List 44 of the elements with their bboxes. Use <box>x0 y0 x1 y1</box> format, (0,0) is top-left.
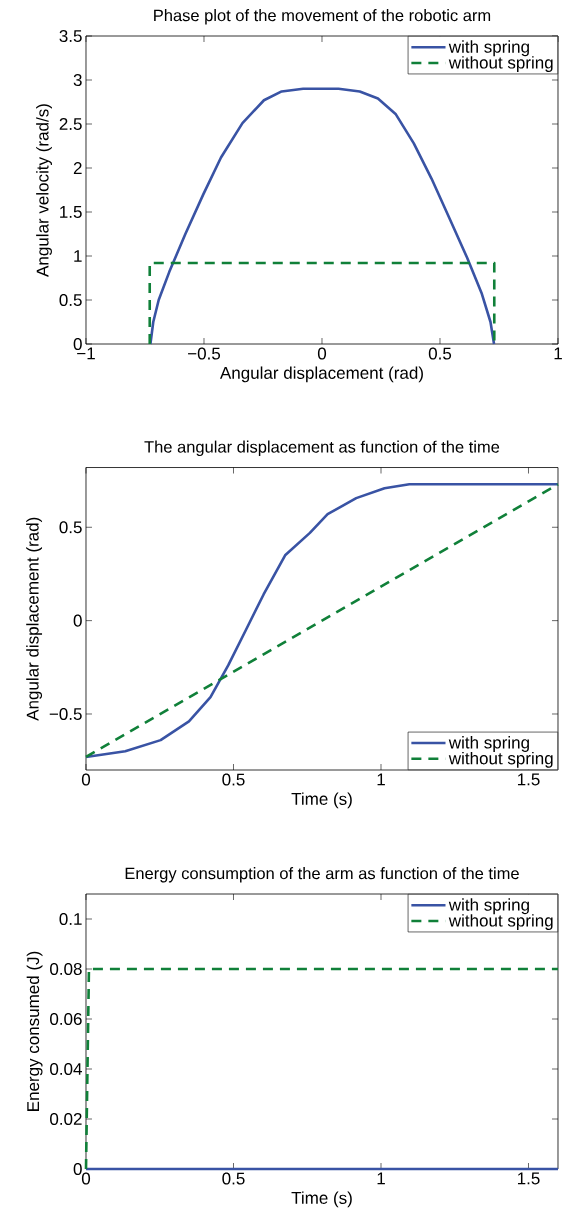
legend-label: without spring <box>448 751 553 768</box>
x-tick-label: 0 <box>317 347 327 360</box>
y-tick-label: 1.5 <box>60 206 82 218</box>
x-tick-label: 1 <box>377 1172 385 1185</box>
x-tick-label: 0.5 <box>222 1172 245 1185</box>
y-tick-label: 3 <box>73 73 82 87</box>
y-tick-label: 0.02 <box>50 1112 82 1126</box>
y-axis-title: Angular velocity (rad/s) <box>36 104 52 277</box>
y-axis-title: Energy consumed (J) <box>26 951 43 1111</box>
x-axis-title: Time (s) <box>291 792 352 809</box>
y-tick-label: 0.5 <box>59 293 82 307</box>
x-tick-label: 0.5 <box>428 347 452 360</box>
x-tick-label: 1 <box>554 347 562 360</box>
legend-label: with spring <box>448 736 529 752</box>
legend-label: with spring <box>448 40 529 57</box>
x-tick-label: 0 <box>81 773 91 786</box>
x-tick-label: 1.5 <box>517 773 540 786</box>
y-tick-label: 0.1 <box>59 912 82 926</box>
legend-label: without spring <box>448 56 553 72</box>
x-tick-label: 1 <box>377 773 385 786</box>
y-tick-label: 0 <box>73 1162 82 1176</box>
legend-label: with spring <box>448 898 529 915</box>
x-tick-label: 0.5 <box>222 773 245 786</box>
y-tick-label: 2.5 <box>59 117 82 131</box>
y-axis-title: Angular displacement (rad) <box>26 517 43 721</box>
y-tick-label: 0.04 <box>50 1062 82 1076</box>
y-tick-label: 0.06 <box>50 1012 82 1026</box>
y-tick-label: −0.5 <box>49 707 82 721</box>
x-tick-label: −0.5 <box>188 347 221 360</box>
chart-title: Phase plot of the movement of the robotic arm <box>154 9 491 25</box>
y-tick-label: 2 <box>73 162 82 174</box>
y-tick-label: 0.5 <box>59 521 82 534</box>
x-axis-title: Time (s) <box>291 1191 352 1208</box>
chart-title: The angular displacement as function of the time <box>144 440 500 456</box>
y-tick-label: 0 <box>73 614 82 627</box>
x-tick-label: 0 <box>81 1172 91 1185</box>
y-tick-label: 0.08 <box>50 962 82 976</box>
chart-title: Energy consumption of the arm as function of the time <box>125 867 519 883</box>
y-tick-label: 1 <box>74 250 82 262</box>
legend-label: without spring <box>448 914 553 930</box>
y-tick-label: 3.5 <box>59 29 82 43</box>
x-tick-label: 1.5 <box>517 1172 540 1185</box>
x-axis-title: Angular displacement (rad) <box>219 366 423 383</box>
line-series <box>149 87 496 346</box>
